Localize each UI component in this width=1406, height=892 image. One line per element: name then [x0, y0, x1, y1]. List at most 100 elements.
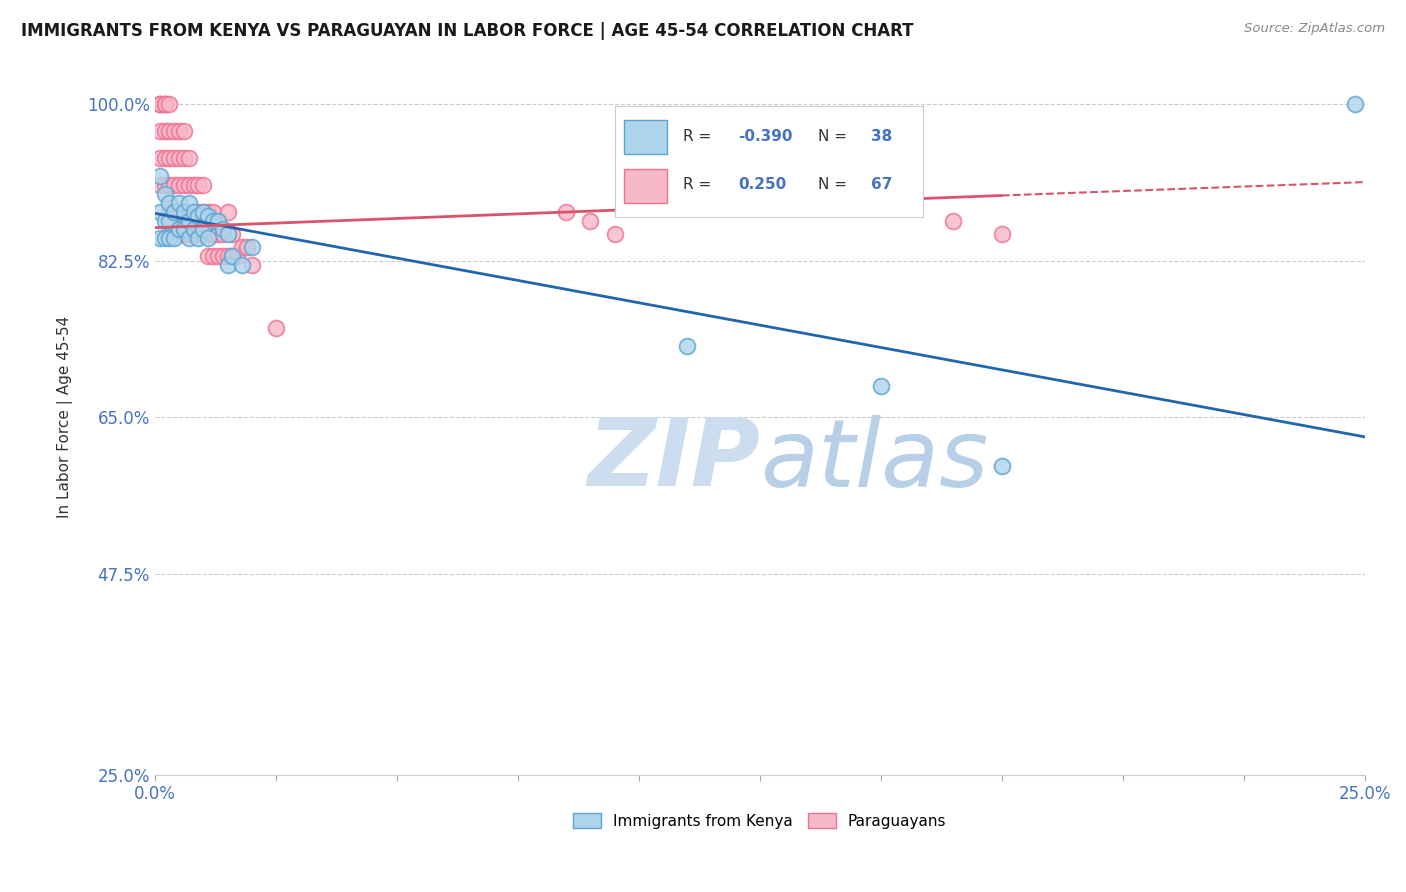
Point: [197, 227, 219, 241]
Point: [1344, 97, 1367, 112]
Point: [821, 195, 844, 210]
Point: [226, 249, 249, 263]
Point: [149, 231, 172, 245]
Point: [159, 195, 181, 210]
Point: [149, 97, 172, 112]
Point: [221, 249, 243, 263]
Point: [187, 209, 209, 223]
Point: [183, 227, 205, 241]
Point: [159, 231, 181, 245]
Point: [869, 379, 891, 393]
Point: [167, 178, 190, 192]
Point: [167, 222, 190, 236]
Text: ZIP: ZIP: [586, 414, 759, 506]
Point: [159, 124, 181, 138]
Point: [193, 178, 215, 192]
Text: Source: ZipAtlas.com: Source: ZipAtlas.com: [1244, 22, 1385, 36]
Point: [217, 227, 239, 241]
Point: [153, 213, 176, 227]
Point: [193, 204, 215, 219]
Point: [211, 249, 233, 263]
Point: [603, 227, 626, 241]
Point: [153, 178, 176, 192]
Point: [193, 204, 215, 219]
Point: [159, 178, 181, 192]
Point: [153, 151, 176, 165]
Point: [555, 204, 578, 219]
Point: [187, 227, 209, 241]
Text: IMMIGRANTS FROM KENYA VS PARAGUAYAN IN LABOR FORCE | AGE 45-54 CORRELATION CHART: IMMIGRANTS FROM KENYA VS PARAGUAYAN IN L…: [21, 22, 914, 40]
Point: [163, 231, 186, 245]
Point: [197, 249, 219, 263]
Point: [177, 231, 200, 245]
Point: [187, 231, 209, 245]
Point: [173, 222, 195, 236]
Point: [177, 151, 200, 165]
Point: [264, 320, 287, 334]
Point: [211, 227, 233, 241]
Point: [217, 258, 239, 272]
Point: [149, 97, 172, 112]
Point: [183, 178, 205, 192]
Point: [221, 249, 243, 263]
Point: [153, 97, 176, 112]
Point: [207, 227, 229, 241]
Y-axis label: In Labor Force | Age 45-54: In Labor Force | Age 45-54: [58, 316, 73, 518]
Point: [167, 195, 190, 210]
Point: [207, 249, 229, 263]
Point: [231, 258, 253, 272]
Point: [197, 204, 219, 219]
Point: [153, 186, 176, 201]
Point: [231, 240, 253, 254]
Point: [240, 240, 263, 254]
Point: [163, 151, 186, 165]
Point: [149, 178, 172, 192]
Point: [207, 213, 229, 227]
Point: [173, 124, 195, 138]
Point: [167, 151, 190, 165]
Point: [173, 227, 195, 241]
Point: [240, 258, 263, 272]
Point: [217, 249, 239, 263]
Point: [991, 459, 1014, 474]
Point: [201, 249, 224, 263]
Point: [177, 227, 200, 241]
Point: [183, 204, 205, 219]
Point: [159, 204, 181, 219]
Point: [153, 124, 176, 138]
Point: [579, 213, 602, 227]
Point: [149, 124, 172, 138]
Point: [193, 227, 215, 241]
Point: [149, 151, 172, 165]
Point: [163, 204, 186, 219]
Point: [167, 124, 190, 138]
Point: [153, 231, 176, 245]
Point: [197, 231, 219, 245]
Point: [149, 169, 172, 183]
Point: [173, 178, 195, 192]
Point: [163, 124, 186, 138]
Point: [193, 222, 215, 236]
Point: [167, 204, 190, 219]
Point: [183, 204, 205, 219]
Point: [201, 227, 224, 241]
Point: [153, 97, 176, 112]
Point: [177, 213, 200, 227]
Point: [201, 204, 224, 219]
Point: [177, 204, 200, 219]
Point: [221, 227, 243, 241]
Point: [149, 204, 172, 219]
Point: [177, 178, 200, 192]
Point: [942, 213, 965, 227]
Point: [183, 222, 205, 236]
Point: [177, 195, 200, 210]
Point: [187, 178, 209, 192]
Point: [236, 240, 259, 254]
Point: [163, 178, 186, 192]
Point: [991, 227, 1014, 241]
Point: [217, 204, 239, 219]
Point: [211, 222, 233, 236]
Text: atlas: atlas: [759, 415, 988, 506]
Point: [201, 213, 224, 227]
Point: [159, 213, 181, 227]
